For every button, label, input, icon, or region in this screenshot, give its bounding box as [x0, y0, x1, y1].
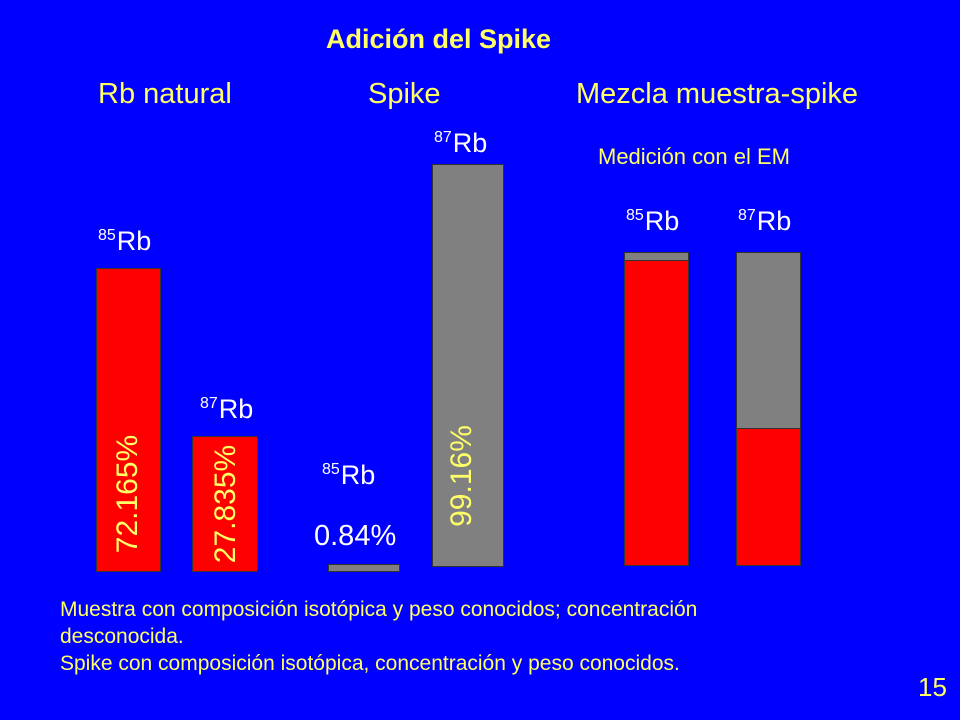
bar-spike-rb85 [328, 564, 400, 572]
label-mezcla-rb85: 85Rb [626, 206, 680, 236]
slide-title: Adición del Spike [326, 24, 552, 54]
page-number: 15 [918, 672, 947, 702]
pct-spike-rb87: 99.16% [445, 425, 478, 527]
note-block: Muestra con composición isotópica y peso… [60, 596, 697, 677]
bar-mezcla-rb87-spike-part [736, 252, 801, 430]
pct-natural-rb85: 72.165% [111, 434, 144, 554]
bar-natural-rb85 [96, 268, 161, 572]
heading-rb-natural: Rb natural [98, 78, 232, 110]
note-line-3: Spike con composición isotópica, concent… [60, 652, 680, 675]
bar-natural-rb87 [192, 436, 258, 572]
note-line-1: Muestra con composición isotópica y peso… [60, 598, 698, 621]
pct-natural-rb87: 27.835% [209, 444, 242, 564]
heading-spike: Spike [368, 78, 441, 110]
pct-spike-rb85: 0.84% [314, 520, 397, 552]
label-natural-rb87: 87Rb [200, 394, 254, 424]
label-spike-rb87: 87Rb [434, 128, 488, 158]
bar-mezcla-rb87-sample-part [736, 428, 801, 566]
heading-mezcla: Mezcla muestra-spike [576, 78, 859, 110]
note-line-2: desconocida. [60, 625, 184, 648]
bar-spike-rb87 [432, 164, 504, 567]
label-spike-rb85: 85Rb [322, 460, 376, 490]
measurement-label: Medición con el EM [598, 144, 790, 169]
label-natural-rb85: 85Rb [98, 226, 152, 256]
label-mezcla-rb87: 87Rb [738, 206, 792, 236]
bar-mezcla-rb85-sample-part [624, 260, 689, 566]
